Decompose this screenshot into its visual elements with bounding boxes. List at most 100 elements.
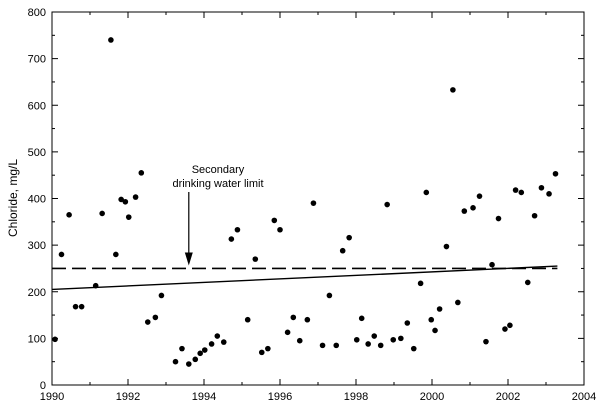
data-point xyxy=(384,201,390,208)
data-point xyxy=(228,236,235,242)
annotation-arrow-head xyxy=(184,252,193,266)
data-point xyxy=(326,292,333,299)
data-point xyxy=(258,349,265,356)
annotation-line-2: drinking water limit xyxy=(172,178,263,190)
data-point xyxy=(265,345,271,352)
data-point xyxy=(512,187,519,193)
data-point xyxy=(244,316,251,323)
x-tick-label: 2004 xyxy=(572,391,596,403)
data-point xyxy=(518,189,525,196)
data-point xyxy=(423,189,430,196)
x-tick-label: 1996 xyxy=(268,391,292,403)
y-tick-label: 500 xyxy=(28,147,46,159)
data-point xyxy=(546,191,552,197)
tick-labels: 1990 1992 1994 1996 1998 2000 2002 2004 0 100 200 3… xyxy=(28,7,597,403)
data-point xyxy=(122,198,129,205)
data-point xyxy=(455,299,461,306)
trend-line xyxy=(51,265,558,291)
data-point xyxy=(365,341,371,347)
y-tick-label: 400 xyxy=(28,194,46,206)
data-point xyxy=(296,337,303,344)
data-point xyxy=(339,247,346,254)
x-tick-label: 1994 xyxy=(192,391,216,403)
data-point xyxy=(284,329,291,336)
data-point xyxy=(432,327,438,334)
data-point xyxy=(319,342,326,349)
data-point xyxy=(552,170,559,177)
data-point xyxy=(179,345,185,352)
data-point xyxy=(158,292,165,299)
data-point xyxy=(99,210,105,217)
x-tick-label: 1998 xyxy=(344,391,368,403)
data-point xyxy=(461,208,468,214)
data-point xyxy=(507,322,513,329)
data-point xyxy=(410,345,417,352)
data-point xyxy=(489,261,495,268)
data-point xyxy=(371,333,378,339)
data-point xyxy=(417,280,424,287)
data-point xyxy=(398,335,404,342)
y-tick-label: 700 xyxy=(28,54,46,66)
data-point xyxy=(197,350,203,357)
data-point xyxy=(346,234,352,241)
y-tick-label: 300 xyxy=(28,240,46,252)
data-point xyxy=(390,336,397,343)
data-point xyxy=(428,316,435,323)
data-point xyxy=(377,342,384,349)
x-tick-label: 1990 xyxy=(40,391,64,403)
y-tick-label: 800 xyxy=(28,7,46,19)
data-point xyxy=(443,243,450,250)
y-axis-title: Chloride, mg/L xyxy=(6,159,20,237)
data-point xyxy=(108,37,114,43)
data-point xyxy=(358,315,365,322)
data-point xyxy=(132,194,139,200)
data-point xyxy=(186,361,192,367)
axis-ticks xyxy=(51,11,585,386)
data-point xyxy=(201,347,208,353)
y-tick-label: 0 xyxy=(40,380,46,392)
annotation-line-1: Secondary xyxy=(192,164,245,176)
data-point xyxy=(234,226,241,233)
data-point xyxy=(214,333,221,339)
data-point xyxy=(144,319,151,325)
data-point xyxy=(538,184,545,191)
data-point xyxy=(125,214,132,220)
data-point xyxy=(476,193,483,199)
data-point xyxy=(220,339,227,345)
data-point xyxy=(495,215,502,222)
data-point xyxy=(118,196,124,203)
data-point xyxy=(531,212,538,219)
data-point xyxy=(66,212,72,218)
data-points xyxy=(52,37,559,367)
data-point xyxy=(172,358,179,365)
data-point xyxy=(113,251,119,258)
y-tick-label: 100 xyxy=(28,333,46,345)
reference-lines xyxy=(51,265,558,291)
data-point xyxy=(208,341,215,347)
x-tick-label: 2002 xyxy=(496,391,520,403)
data-point xyxy=(52,336,58,343)
annotation: Secondary drinking water limit xyxy=(172,164,264,266)
data-point xyxy=(78,303,85,310)
data-point xyxy=(92,282,99,289)
data-point xyxy=(271,217,278,224)
data-point xyxy=(277,226,283,233)
data-point xyxy=(192,356,199,363)
data-point xyxy=(138,170,145,176)
y-tick-label: 200 xyxy=(28,287,46,299)
data-point xyxy=(72,303,79,310)
y-tick-label: 600 xyxy=(28,100,46,112)
data-point xyxy=(404,320,411,326)
data-point xyxy=(483,338,489,345)
x-tick-label: 1992 xyxy=(116,391,140,403)
data-point xyxy=(333,342,340,349)
x-tick-label: 2000 xyxy=(420,391,444,403)
data-point xyxy=(310,200,317,206)
data-point xyxy=(470,205,476,211)
data-point xyxy=(450,87,456,93)
data-point xyxy=(502,326,508,332)
data-point xyxy=(290,314,297,321)
data-point xyxy=(436,306,443,312)
data-point xyxy=(304,316,311,323)
